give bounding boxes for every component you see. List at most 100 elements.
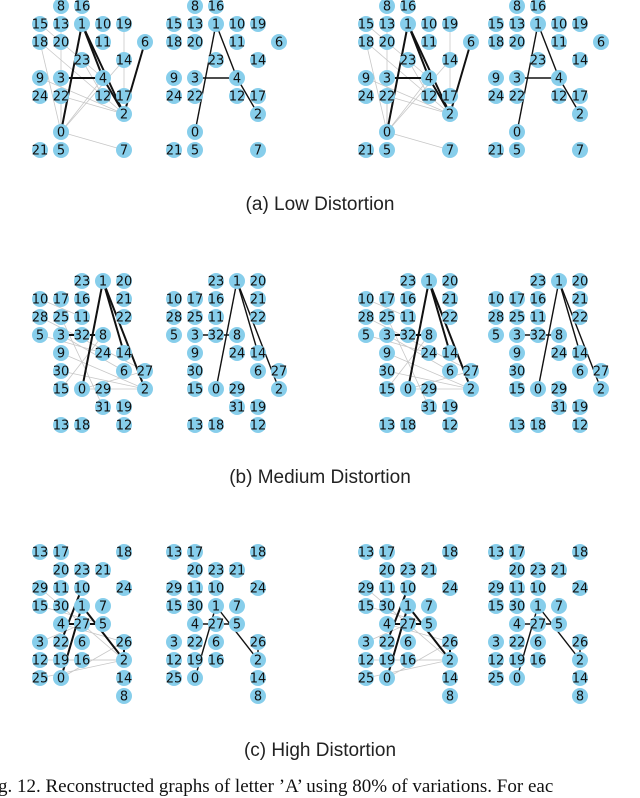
graph-node: 3 — [488, 634, 504, 651]
node-label: 5 — [513, 144, 521, 159]
graph-node: 30 — [509, 598, 525, 615]
node-label: 14 — [442, 54, 459, 69]
node-circle — [551, 88, 567, 104]
graph-node: 22 — [116, 309, 132, 326]
node-circle — [530, 327, 546, 343]
node-circle — [379, 327, 395, 343]
node-circle — [509, 417, 525, 433]
node-circle — [379, 124, 395, 140]
node-label: 20 — [379, 564, 396, 579]
graph-node: 5 — [421, 616, 437, 633]
node-label: 5 — [555, 618, 563, 633]
graph-node: 20 — [250, 273, 266, 290]
node-circle — [116, 142, 132, 158]
node-label: 22 — [442, 311, 459, 326]
node-circle — [208, 16, 224, 32]
graph-node: 14 — [572, 52, 588, 69]
node-circle — [379, 363, 395, 379]
node-label: 6 — [404, 636, 412, 651]
node-label: 8 — [425, 329, 433, 344]
node-circle — [442, 652, 458, 668]
node-label: 11 — [95, 36, 112, 51]
graph-node: 1 — [74, 16, 90, 33]
node-label: 12 — [421, 90, 438, 105]
node-label: 16 — [208, 0, 225, 15]
graph-node: 13 — [32, 544, 48, 561]
graph-node: 17 — [379, 291, 395, 308]
node-circle — [53, 70, 69, 86]
node-circle — [116, 52, 132, 68]
edge — [60, 587, 83, 643]
node-label: 9 — [36, 72, 44, 87]
graph-node: 19 — [509, 652, 525, 669]
node-circle — [530, 0, 546, 14]
graph-node: 8 — [53, 0, 69, 15]
node-label: 1 — [233, 275, 241, 290]
node-circle — [509, 598, 525, 614]
node-label: 4 — [555, 72, 563, 87]
node-label: 10 — [74, 582, 91, 597]
node-circle — [53, 670, 69, 686]
node-circle — [116, 652, 132, 668]
node-label: 16 — [400, 0, 417, 15]
node-label: 23 — [208, 275, 225, 290]
node-label: 17 — [187, 546, 204, 561]
graph-node: 18 — [32, 34, 48, 51]
node-circle — [421, 88, 437, 104]
graph-node: 2 — [593, 381, 609, 398]
graph-node: 13 — [379, 16, 395, 33]
node-circle — [271, 34, 287, 50]
node-circle — [229, 88, 245, 104]
graph-node: 17 — [53, 544, 69, 561]
graph-node: 23 — [400, 273, 416, 290]
node-label: 20 — [53, 564, 70, 579]
node-label: 25 — [32, 672, 49, 687]
node-label: 11 — [379, 582, 396, 597]
graph-node: 27 — [530, 616, 546, 633]
node-label: 3 — [191, 72, 199, 87]
node-label: 2 — [597, 383, 605, 398]
node-circle — [509, 670, 525, 686]
node-label: 32 — [530, 329, 547, 344]
node-label: 3 — [362, 636, 370, 651]
node-circle — [166, 88, 182, 104]
node-label: 25 — [358, 672, 375, 687]
node-circle — [250, 52, 266, 68]
node-circle — [208, 381, 224, 397]
node-circle — [32, 598, 48, 614]
node-circle — [74, 0, 90, 14]
graph-node: 0 — [509, 124, 525, 141]
node-circle — [166, 142, 182, 158]
graph-node: 23 — [530, 52, 546, 69]
faint-edge — [365, 77, 451, 115]
node-label: 15 — [379, 383, 396, 398]
node-circle — [32, 16, 48, 32]
node-circle — [53, 616, 69, 632]
node-circle — [74, 417, 90, 433]
node-circle — [530, 52, 546, 68]
node-label: 12 — [166, 654, 183, 669]
node-label: 18 — [74, 419, 91, 434]
node-label: 16 — [400, 654, 417, 669]
faint-edge — [60, 59, 125, 133]
graph-node: 4 — [421, 70, 437, 87]
node-circle — [442, 273, 458, 289]
node-circle — [208, 0, 224, 14]
graph-node: 27 — [400, 616, 416, 633]
node-circle — [116, 291, 132, 307]
node-circle — [250, 106, 266, 122]
node-circle — [442, 16, 458, 32]
graph-node: 5 — [166, 327, 182, 344]
faint-edge — [386, 352, 472, 390]
node-circle — [358, 327, 374, 343]
graph-node: 2 — [442, 106, 458, 123]
node-circle — [187, 544, 203, 560]
node-circle — [530, 273, 546, 289]
node-circle — [442, 580, 458, 596]
node-label: 11 — [551, 36, 568, 51]
faint-edge — [365, 23, 430, 79]
graph-node: 23 — [400, 562, 416, 579]
faint-edge — [365, 41, 388, 133]
node-label: 15 — [488, 18, 505, 33]
graph-node: 21 — [358, 142, 374, 159]
